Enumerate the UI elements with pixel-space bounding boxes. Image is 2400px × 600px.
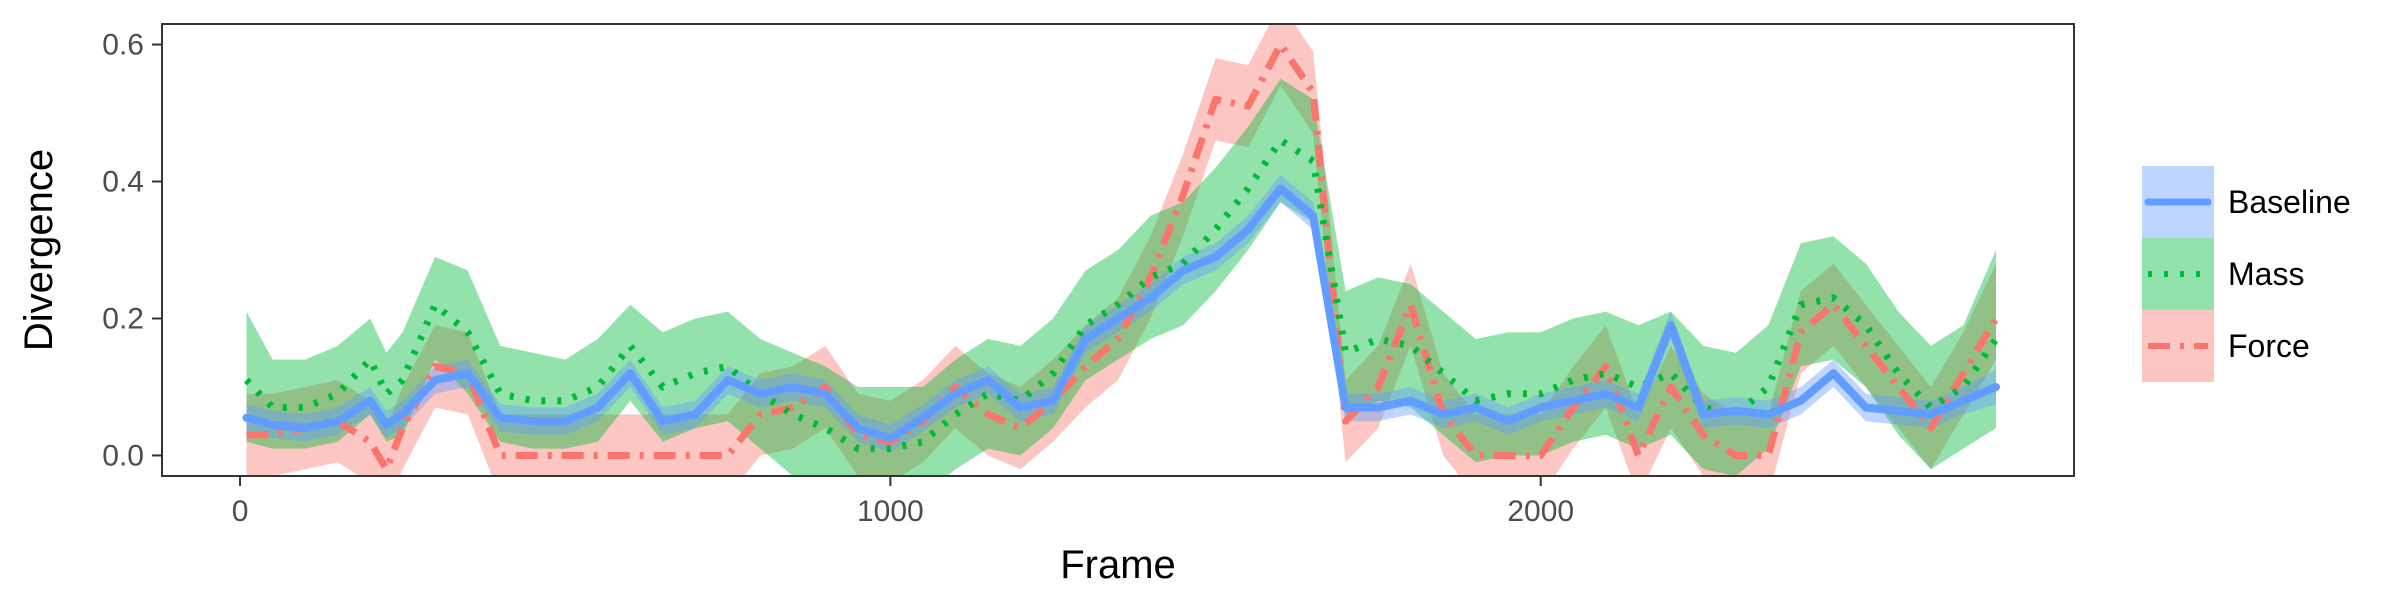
legend-key-mass (2142, 238, 2214, 310)
y-tick-label: 0.4 (102, 166, 144, 199)
x-tick-label: 2000 (1507, 495, 1574, 528)
series-lines (242, 41, 2000, 473)
legend-label-force: Force (2228, 328, 2310, 364)
legend-label-baseline: Baseline (2228, 184, 2351, 220)
legend-swatch (2142, 238, 2214, 310)
x-tick-label: 0 (232, 495, 249, 528)
legend-key-force (2142, 310, 2214, 382)
x-tick-label: 1000 (857, 495, 924, 528)
plot-area (242, 24, 2000, 476)
x-axis: 0 1000 2000 (232, 476, 1574, 528)
band-mass (246, 78, 1996, 476)
y-tick-label: 0.0 (102, 439, 144, 472)
line-baseline (242, 184, 2000, 443)
y-tick-label: 0.6 (102, 29, 144, 62)
line-force (246, 41, 2000, 473)
y-tick-label: 0.2 (102, 302, 144, 335)
legend-key-baseline (2142, 166, 2214, 238)
y-axis-title: Divergence (17, 149, 61, 351)
y-axis: 0.0 0.2 0.4 0.6 (102, 29, 162, 472)
plot-panel-border (161, 23, 2075, 477)
x-axis-title: Frame (1060, 543, 1176, 587)
band-force (246, 24, 1996, 476)
legend: Baseline Mass Force (2142, 166, 2351, 382)
legend-label-mass: Mass (2228, 256, 2304, 292)
